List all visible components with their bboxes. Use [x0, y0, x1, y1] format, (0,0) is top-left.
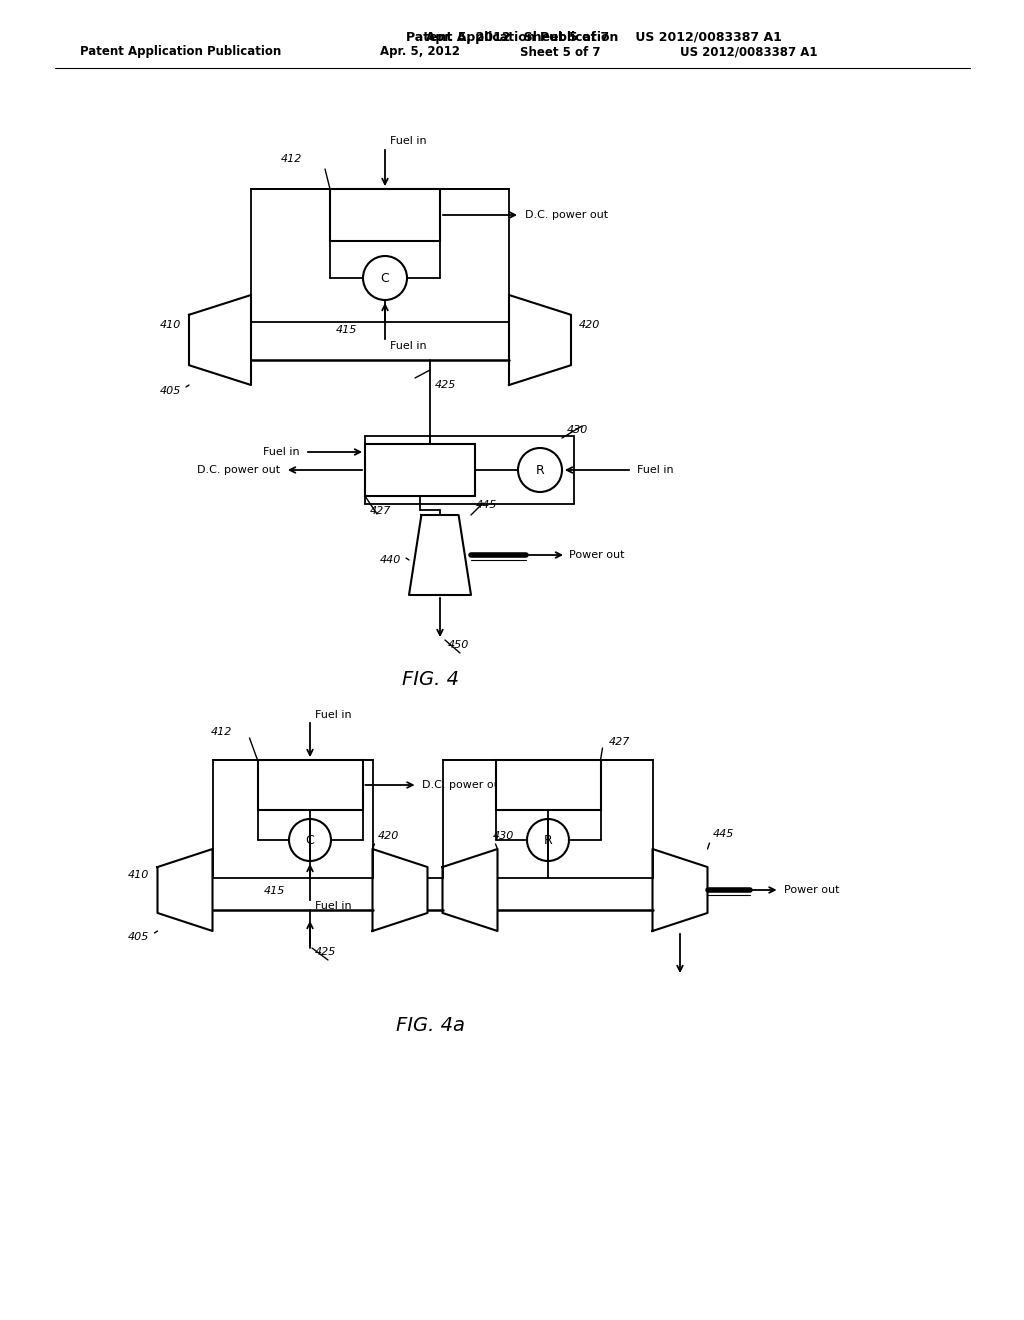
Text: 427: 427 — [370, 506, 391, 516]
Text: Fuel in: Fuel in — [263, 447, 300, 457]
Text: C: C — [305, 833, 314, 846]
Text: Apr. 5, 2012   Sheet 5 of 7      US 2012/0083387 A1: Apr. 5, 2012 Sheet 5 of 7 US 2012/008338… — [242, 32, 782, 45]
Text: Fuel in: Fuel in — [315, 902, 351, 911]
Text: Apr. 5, 2012: Apr. 5, 2012 — [380, 45, 460, 58]
Text: 450: 450 — [449, 640, 469, 649]
Bar — [257, 760, 362, 810]
Text: 427: 427 — [608, 737, 630, 747]
Text: Patent Application Publication: Patent Application Publication — [80, 45, 282, 58]
Text: R: R — [536, 463, 545, 477]
Text: C: C — [381, 272, 389, 285]
Text: 430: 430 — [493, 832, 514, 841]
Text: Power out: Power out — [569, 550, 625, 560]
Text: FIG. 4: FIG. 4 — [401, 671, 459, 689]
Bar — [496, 760, 600, 810]
Text: US 2012/0083387 A1: US 2012/0083387 A1 — [680, 45, 817, 58]
Text: SOFC: SOFC — [293, 779, 327, 792]
Text: Fuel in: Fuel in — [315, 710, 351, 719]
Text: 440: 440 — [380, 554, 401, 565]
Bar — [330, 189, 440, 242]
Text: D.C. power out: D.C. power out — [197, 465, 280, 475]
Text: 415: 415 — [263, 886, 285, 896]
Text: Power out: Power out — [783, 884, 839, 895]
Text: 410: 410 — [160, 319, 181, 330]
Text: 405: 405 — [160, 385, 181, 396]
Text: 412: 412 — [281, 154, 302, 164]
Text: 445: 445 — [476, 500, 498, 510]
Text: 425: 425 — [435, 380, 457, 389]
Text: Fuel in: Fuel in — [390, 136, 427, 147]
Text: SOFC: SOFC — [531, 779, 565, 792]
Text: R: R — [544, 833, 552, 846]
Text: 420: 420 — [579, 319, 600, 330]
Text: SOFC: SOFC — [368, 209, 401, 222]
Text: FIG. 4a: FIG. 4a — [395, 1016, 465, 1035]
Text: 445: 445 — [713, 829, 734, 840]
Text: Patent Application Publication: Patent Application Publication — [406, 32, 618, 45]
Text: Fuel in: Fuel in — [637, 465, 674, 475]
Text: D.C. power out: D.C. power out — [423, 780, 506, 789]
Text: Sheet 5 of 7: Sheet 5 of 7 — [520, 45, 600, 58]
Bar — [365, 444, 475, 496]
Text: SOFC: SOFC — [403, 463, 437, 477]
Text: Fuel in: Fuel in — [390, 341, 427, 351]
Text: 405: 405 — [128, 932, 150, 942]
Text: D.C. power out: D.C. power out — [525, 210, 608, 220]
Text: 415: 415 — [336, 325, 357, 335]
Text: 410: 410 — [128, 870, 150, 880]
Text: 420: 420 — [378, 832, 399, 841]
Text: 412: 412 — [211, 727, 232, 737]
Text: 430: 430 — [567, 425, 589, 436]
Text: 425: 425 — [315, 946, 336, 957]
